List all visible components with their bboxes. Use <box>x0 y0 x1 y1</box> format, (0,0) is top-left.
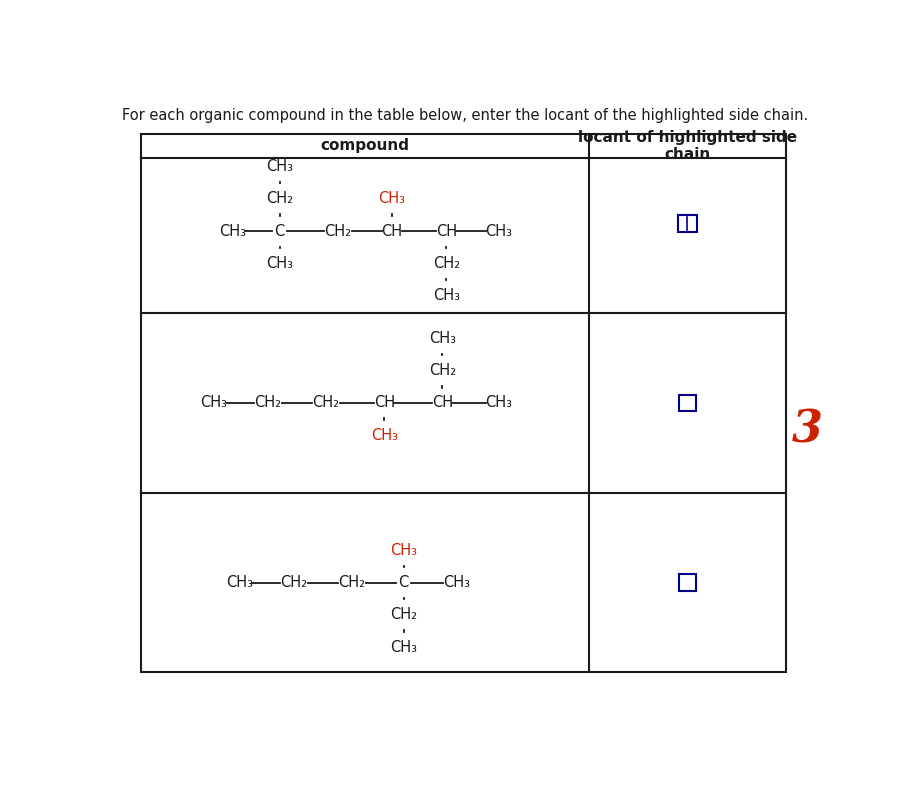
Text: CH₃: CH₃ <box>433 288 460 303</box>
Text: CH₂: CH₂ <box>324 224 351 239</box>
Text: CH₃: CH₃ <box>485 224 512 239</box>
Text: compound: compound <box>321 138 409 153</box>
Text: CH₃: CH₃ <box>390 640 416 655</box>
Text: CH₃: CH₃ <box>370 428 397 443</box>
Text: CH₃: CH₃ <box>265 159 293 174</box>
Text: CH₃: CH₃ <box>200 395 227 410</box>
Bar <box>678 574 695 591</box>
Text: CH: CH <box>373 395 395 410</box>
Text: CH: CH <box>435 224 456 239</box>
Text: CH₃: CH₃ <box>428 331 455 346</box>
Text: CH: CH <box>381 224 402 239</box>
Text: CH₂: CH₂ <box>280 575 307 590</box>
Bar <box>677 215 696 232</box>
Text: C: C <box>398 575 408 590</box>
Text: CH₃: CH₃ <box>219 224 247 239</box>
Text: CH₂: CH₂ <box>389 608 416 623</box>
Text: CH₂: CH₂ <box>433 256 460 271</box>
Text: CH₃: CH₃ <box>390 542 416 558</box>
Text: CH₂: CH₂ <box>312 395 340 410</box>
Text: CH₂: CH₂ <box>265 191 293 206</box>
Text: CH₃: CH₃ <box>442 575 470 590</box>
Text: CH₃: CH₃ <box>378 191 405 206</box>
Text: CH: CH <box>432 395 452 410</box>
Text: locant of highlighted side
chain: locant of highlighted side chain <box>577 130 796 162</box>
Text: CH₃: CH₃ <box>265 256 293 271</box>
Bar <box>678 395 695 411</box>
Text: CH₂: CH₂ <box>254 395 281 410</box>
Text: 3: 3 <box>791 409 822 451</box>
Text: CH₂: CH₂ <box>428 363 455 378</box>
Text: C: C <box>275 224 284 239</box>
Text: For each organic compound in the table below, enter the locant of the highlighte: For each organic compound in the table b… <box>122 108 807 123</box>
Text: CH₂: CH₂ <box>338 575 365 590</box>
Text: CH₃: CH₃ <box>485 395 512 410</box>
Text: CH₃: CH₃ <box>226 575 253 590</box>
Bar <box>141 134 785 672</box>
